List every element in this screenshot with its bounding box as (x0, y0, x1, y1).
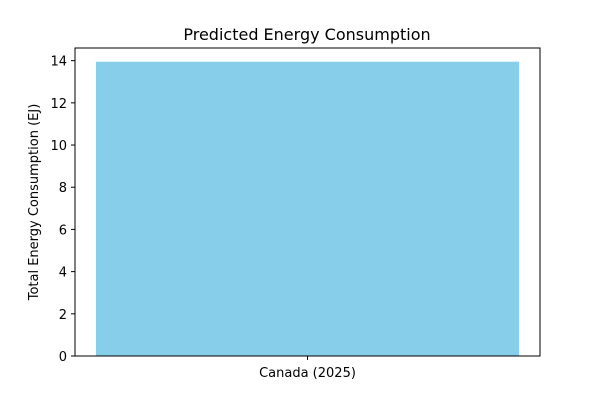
x-axis-ticks: Canada (2025) (259, 356, 356, 381)
chart-title: Predicted Energy Consumption (183, 25, 430, 44)
y-tick-label: 2 (59, 308, 67, 323)
y-tick-label: 4 (59, 266, 67, 281)
y-tick-label: 14 (50, 55, 67, 70)
y-axis-label: Total Energy Consumption (EJ) (27, 104, 42, 302)
y-axis-ticks: 0 2 4 6 8 10 12 14 (50, 55, 75, 365)
y-tick-label: 6 (59, 223, 67, 238)
plot-area-frame (74, 47, 541, 357)
bar (95, 61, 520, 356)
x-tick-label: Canada (2025) (259, 366, 356, 381)
y-tick-label: 10 (50, 139, 67, 154)
y-tick-label: 0 (59, 350, 67, 365)
y-tick-label: 12 (50, 97, 67, 112)
y-tick-label: 8 (59, 181, 67, 196)
bars-group (95, 61, 520, 356)
